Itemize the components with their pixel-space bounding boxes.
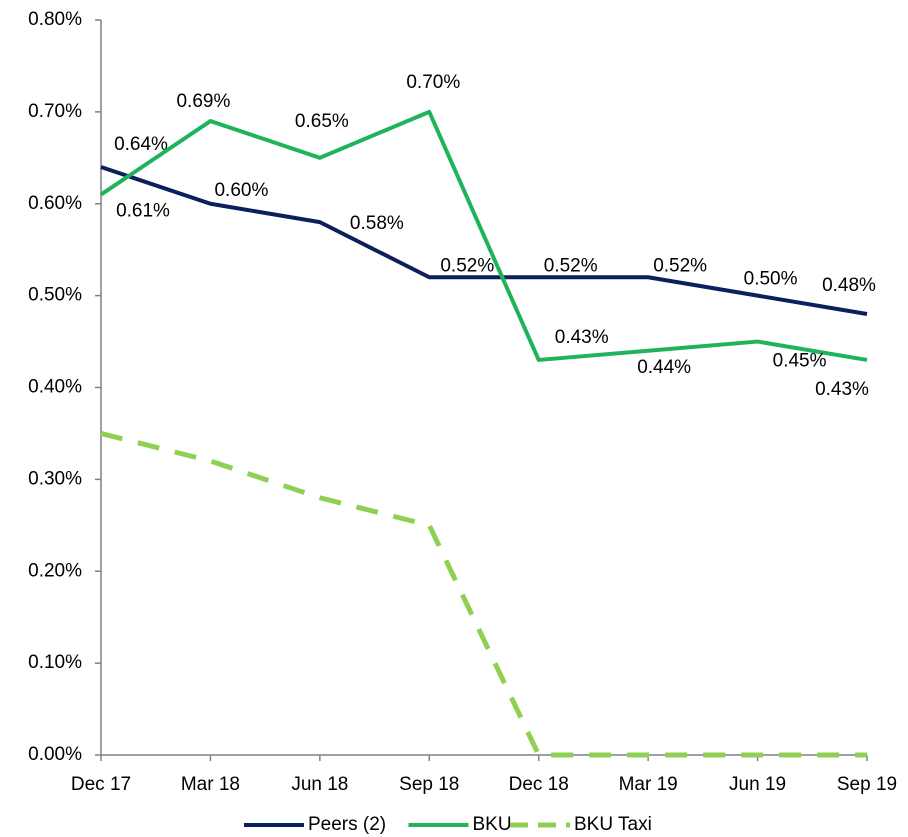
y-tick-label: 0.80% [28, 9, 82, 30]
y-tick-label: 0.30% [28, 468, 82, 489]
x-tick-label: Mar 18 [181, 774, 240, 795]
x-tick-label: Mar 19 [619, 774, 678, 795]
legend-label: Peers (2) [308, 814, 386, 835]
y-tick-label: 0.70% [28, 101, 82, 122]
data-label: 0.70% [406, 72, 460, 93]
series-line [99, 109, 868, 362]
y-tick-label: 0.60% [28, 193, 82, 214]
x-tick-label: Jun 18 [291, 774, 348, 795]
data-label: 0.69% [176, 91, 230, 112]
legend-label: BKU [473, 814, 512, 835]
y-tick-label: 0.50% [28, 285, 82, 306]
data-label: 0.52% [653, 255, 707, 276]
y-tick-label: 0.20% [28, 560, 82, 581]
x-tick-label: Sep 18 [399, 774, 459, 795]
x-tick-label: Jun 19 [729, 774, 786, 795]
y-tick-label: 0.10% [28, 652, 82, 673]
x-tick-label: Sep 19 [837, 774, 897, 795]
series-line [100, 165, 868, 316]
legend-label: BKU Taxi [574, 814, 652, 835]
series-line [100, 431, 867, 758]
x-tick-label: Dec 18 [509, 774, 569, 795]
data-label: 0.43% [555, 327, 609, 348]
data-label: 0.61% [116, 201, 170, 222]
data-label: 0.65% [295, 111, 349, 132]
data-label: 0.44% [637, 357, 691, 378]
data-label: 0.43% [815, 379, 869, 400]
y-tick-label: 0.40% [28, 377, 82, 398]
x-tick-label: Dec 17 [71, 774, 131, 795]
data-label: 0.58% [350, 213, 404, 234]
data-label: 0.52% [440, 255, 494, 276]
y-tick-label: 0.00% [28, 744, 82, 765]
data-label: 0.60% [214, 180, 268, 201]
data-label: 0.45% [773, 351, 827, 372]
data-label: 0.64% [114, 134, 168, 155]
data-label: 0.50% [744, 269, 798, 290]
data-label: 0.48% [822, 275, 876, 296]
data-label: 0.52% [544, 255, 598, 276]
